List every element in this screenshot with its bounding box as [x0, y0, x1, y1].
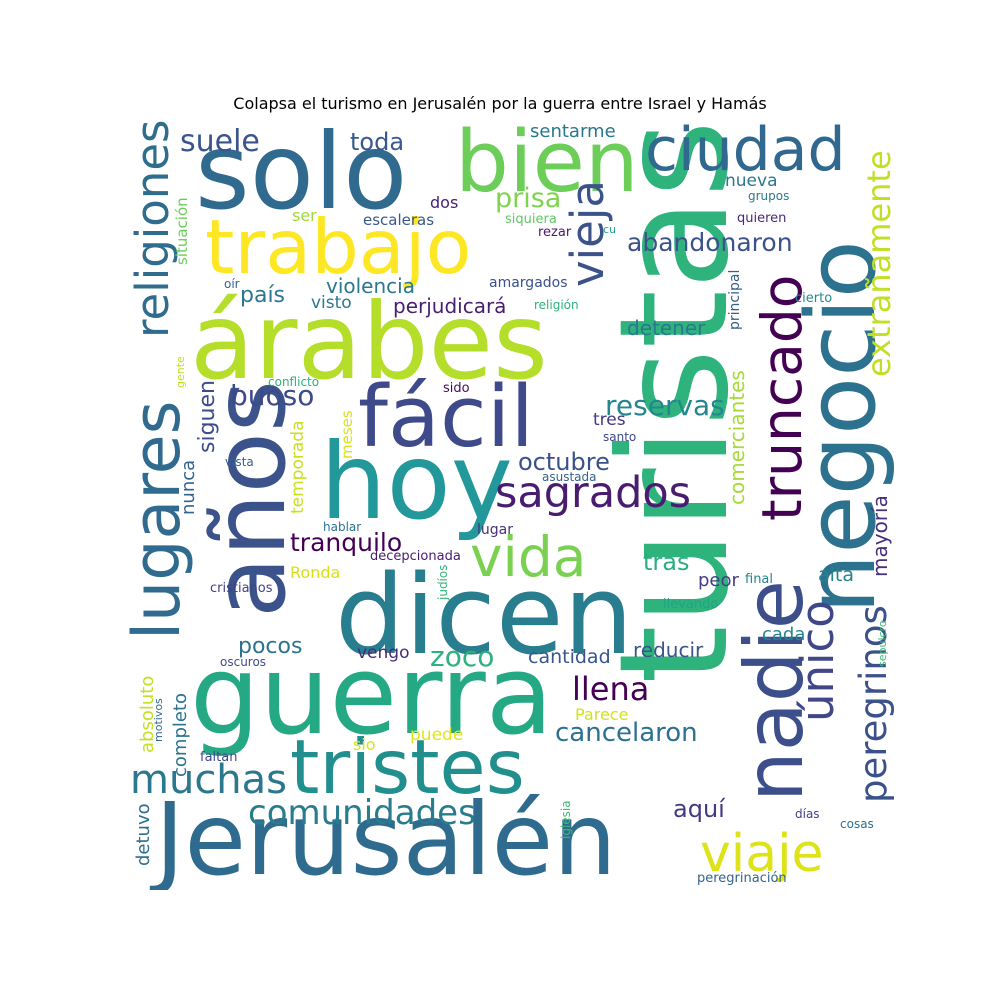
word-detener: detener [627, 316, 706, 340]
word-ronda: Ronda [290, 563, 341, 582]
word-dos: dos [430, 193, 459, 212]
word-grupos: grupos [748, 189, 790, 203]
word-cristianos: cristianos [210, 581, 273, 596]
word-vengo: vengo [357, 643, 410, 663]
word-parece: Parece [575, 705, 629, 724]
word-vista: vista [225, 455, 254, 469]
word-faltan: faltan [200, 750, 238, 765]
word-peor: peor [698, 570, 739, 591]
word-ser: ser [292, 206, 317, 225]
word-llevando: llevando [663, 597, 719, 612]
word-escaleras: escaleras [363, 211, 435, 229]
word-religiones: religiones [126, 120, 179, 338]
word-cierto: cierto [795, 291, 833, 306]
word-zoco: zoco [430, 640, 495, 673]
word-bien: bien [455, 120, 639, 212]
word-quieren: quieren [737, 211, 787, 226]
word-sagrados: sagrados [495, 468, 692, 518]
word-santo: santo [603, 430, 637, 444]
word-truncado: truncado [750, 274, 814, 521]
word-puede: puede [410, 725, 464, 745]
word-toda: toda [350, 128, 405, 156]
word-cada: cada [762, 624, 806, 645]
word-religion: religión [534, 298, 579, 312]
word-judios: judíos [436, 564, 450, 600]
word-temporada: temporada [288, 420, 308, 515]
word-mayoria: mayoría [868, 495, 892, 577]
word-guerra: guerra [190, 631, 554, 759]
word-unico: único [791, 600, 844, 722]
word-iglesia: iglesia [559, 800, 573, 839]
word-sido: sido [443, 381, 470, 396]
word-cantidad: cantidad [528, 646, 611, 668]
word-muchas: muchas [130, 757, 288, 803]
word-siguen: siguen [195, 380, 220, 453]
word-comerciantes: comerciantes [725, 370, 749, 505]
word-decepcionada: decepcionada [370, 549, 461, 564]
word-ciudad: ciudad [645, 120, 846, 185]
word-dias: días [795, 807, 820, 821]
word-cu: cu [603, 223, 617, 236]
word-oir: oír [224, 277, 240, 291]
word-reservas: reservas [605, 389, 725, 422]
word-sentarme: sentarme [530, 121, 616, 142]
word-solo: solo [195, 120, 408, 233]
word-tranquilo: tranquilo [290, 528, 403, 557]
word-octubre: octubre [518, 448, 610, 476]
word-llena: llena [572, 670, 650, 708]
word-viaje: viaje [700, 824, 824, 884]
word-rezar: rezar [538, 225, 572, 240]
word-principal: principal [727, 269, 743, 330]
word-cloud: turistas Jerusalén dicen guerra solo hoy árabe… [125, 120, 895, 890]
word-buoso: buoso [230, 379, 315, 412]
word-tras: tras [643, 548, 690, 576]
word-conflicto: conflicto [268, 375, 320, 389]
word-detuvo: detuvo [133, 803, 154, 866]
word-perjudicara: perjudicará [393, 294, 507, 318]
word-tres: tres [593, 410, 626, 430]
word-alta: alta [818, 564, 855, 586]
word-arabes: árabes [190, 281, 548, 403]
word-gente: gente [174, 356, 187, 388]
word-prisa: prisa [495, 183, 562, 214]
word-completo: completo [170, 692, 191, 777]
word-sio: sio [353, 735, 376, 754]
word-sepulcro: sepulcro [876, 620, 889, 667]
word-situacion: situación [173, 197, 191, 265]
word-dicen: dicen [335, 551, 634, 679]
word-cancelaron: cancelaron [555, 718, 698, 748]
word-aqui: aquí [673, 795, 725, 823]
word-hablar: hablar [323, 520, 362, 534]
word-suele: suele [180, 124, 260, 159]
word-cosas: cosas [840, 817, 874, 831]
word-lugar: lugar [477, 522, 513, 538]
word-siquiera: siquiera [505, 212, 557, 227]
word-final: final [745, 572, 774, 587]
word-trabajo: trabajo [205, 203, 472, 291]
word-hoy: hoy [320, 421, 513, 543]
word-extranamente: extrañamente [860, 150, 895, 377]
word-tristes: tristes [290, 723, 525, 811]
word-meses: meses [338, 410, 356, 459]
word-jerusalen: Jerusalén [155, 781, 617, 890]
word-abandonaron: abandonaron [627, 228, 793, 257]
word-vida: vida [470, 525, 587, 589]
word-pais: país [240, 283, 286, 308]
word-oscuros: oscuros [220, 655, 267, 669]
word-violencia: violencia [326, 274, 415, 298]
word-nueva: nueva [725, 171, 778, 191]
word-amargados: amargados [489, 275, 568, 291]
word-nunca: nunca [178, 459, 199, 515]
word-peregrinacion: peregrinación [697, 871, 787, 886]
word-asustada: asustada [542, 470, 597, 484]
word-reducir: reducir [633, 638, 704, 662]
word-facil: fácil [358, 368, 534, 467]
word-visto: visto [311, 293, 352, 313]
word-comunidades: comunidades [248, 793, 476, 833]
word-pocos: pocos [238, 634, 303, 659]
chart-title: Colapsa el turismo en Jerusalén por la g… [233, 94, 767, 113]
word-lugares: lugares [125, 400, 195, 641]
word-motivos: motivos [152, 698, 165, 742]
